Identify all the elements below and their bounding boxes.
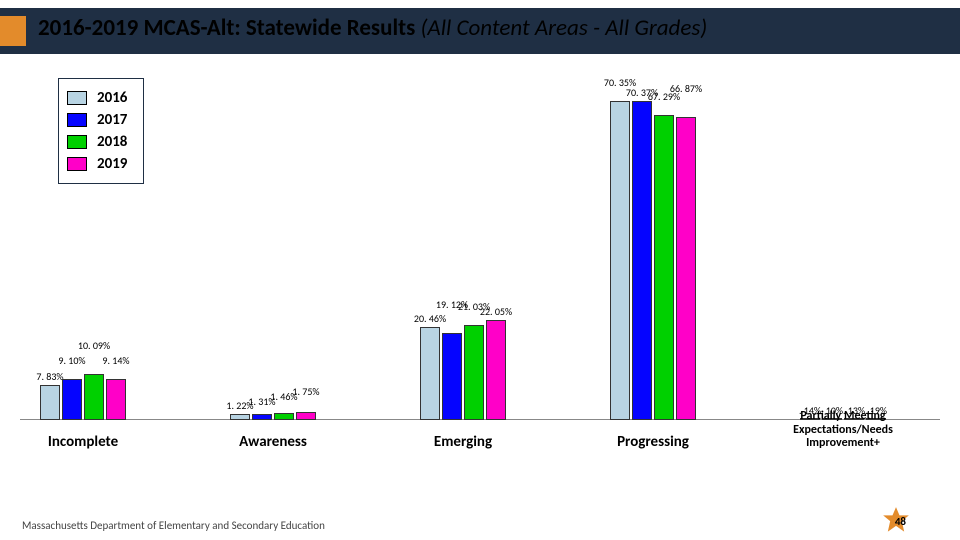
category-label: Awareness xyxy=(213,434,333,451)
title-sub: (All Content Areas - All Grades) xyxy=(420,14,707,42)
bar-value-label: 9. 10% xyxy=(58,354,85,367)
category-label: Incomplete xyxy=(23,434,143,451)
bar xyxy=(486,320,506,420)
bar xyxy=(106,379,126,420)
bar xyxy=(274,413,294,420)
bar-value-label: 9. 14% xyxy=(102,354,129,367)
page-number: 48 xyxy=(895,515,906,528)
bar-chart: 7. 83%9. 10%10. 09%9. 14%Incomplete1. 22… xyxy=(20,80,940,450)
bar-value-label: 1. 75% xyxy=(292,385,319,398)
bar xyxy=(464,325,484,420)
bar-value-label: 10. 09% xyxy=(78,339,110,352)
bar-value-label: 66. 87% xyxy=(670,82,702,95)
bar-value-label: 22. 05% xyxy=(480,305,512,318)
bar xyxy=(676,117,696,420)
bar xyxy=(610,101,630,420)
category-label: Partially Meeting Expectations/Needs Imp… xyxy=(768,410,918,450)
footer-text: Massachusetts Department of Elementary a… xyxy=(22,519,325,532)
bar xyxy=(654,115,674,420)
bar xyxy=(62,379,82,420)
bar xyxy=(84,374,104,420)
bar xyxy=(442,333,462,420)
bar-value-label: 7. 83% xyxy=(36,370,63,383)
category-label: Progressing xyxy=(593,434,713,451)
bar xyxy=(632,101,652,420)
title-main: 2016-2019 MCAS-Alt: Statewide Results xyxy=(38,14,415,42)
bar xyxy=(230,414,250,420)
bar xyxy=(252,414,272,420)
bar-value-label: 20. 46% xyxy=(414,312,446,325)
bar xyxy=(40,385,60,420)
bar xyxy=(296,412,316,420)
slide-title: 2016-2019 MCAS-Alt: Statewide Results (A… xyxy=(38,14,707,42)
accent-block xyxy=(0,16,26,46)
category-label: Emerging xyxy=(403,434,523,451)
bar xyxy=(420,327,440,420)
